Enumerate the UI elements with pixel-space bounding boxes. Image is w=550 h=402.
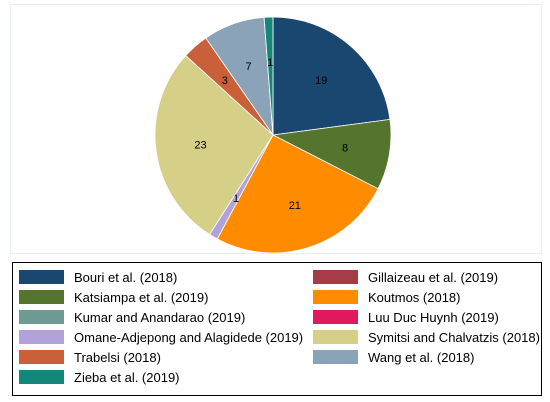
slice-value-label: 19 bbox=[315, 75, 327, 87]
legend-swatch bbox=[19, 290, 64, 304]
legend-item: Trabelsi (2018) bbox=[19, 349, 161, 365]
legend-swatch bbox=[19, 310, 64, 324]
legend-item: Luu Duc Huynh (2019) bbox=[313, 309, 499, 325]
legend-item: Kumar and Anandarao (2019) bbox=[19, 309, 245, 325]
slice-value-label: 3 bbox=[222, 75, 228, 87]
legend-label: Koutmos (2018) bbox=[368, 289, 461, 305]
legend-swatch bbox=[19, 350, 64, 364]
legend-item: Gillaizeau et al. (2019) bbox=[313, 269, 498, 285]
legend-label: Bouri et al. (2018) bbox=[74, 269, 178, 285]
slice-value-label: 21 bbox=[289, 200, 301, 212]
pie-slice bbox=[154, 55, 274, 236]
legend-item: Omane-Adjepong and Alagidede (2019) bbox=[19, 329, 303, 345]
legend-label: Gillaizeau et al. (2019) bbox=[368, 269, 499, 285]
legend-item: Zieba et al. (2019) bbox=[19, 369, 180, 385]
legend-item: Symitsi and Chalvatzis (2018) bbox=[313, 329, 540, 345]
legend-label: Omane-Adjepong and Alagidede (2019) bbox=[74, 329, 304, 345]
legend-label: Luu Duc Huynh (2019) bbox=[368, 309, 499, 325]
legend-item: Wang et al. (2018) bbox=[313, 349, 474, 365]
legend-label: Symitsi and Chalvatzis (2018) bbox=[368, 329, 540, 345]
legend-item: Bouri et al. (2018) bbox=[19, 269, 177, 285]
slice-value-label: 23 bbox=[194, 140, 206, 152]
legend-label: Wang et al. (2018) bbox=[368, 349, 475, 365]
legend-item: Katsiampa et al. (2019) bbox=[19, 289, 208, 305]
legend-label: Kumar and Anandarao (2019) bbox=[74, 309, 246, 325]
slice-value-label: 7 bbox=[245, 61, 251, 73]
pie-slice bbox=[272, 16, 391, 136]
slice-value-label: 1 bbox=[267, 57, 273, 69]
slice-value-label: 8 bbox=[342, 142, 348, 154]
pie-slice bbox=[263, 16, 274, 136]
slice-value-label: 1 bbox=[233, 193, 239, 205]
legend-swatch bbox=[313, 350, 358, 364]
legend-swatch bbox=[313, 290, 358, 304]
legend-swatch bbox=[19, 330, 64, 344]
legend-item: Koutmos (2018) bbox=[313, 289, 461, 305]
legend-swatch bbox=[313, 330, 358, 344]
legend-label: Katsiampa et al. (2019) bbox=[74, 289, 209, 305]
legend-swatch bbox=[313, 270, 358, 284]
legend-label: Zieba et al. (2019) bbox=[74, 369, 180, 385]
plot-area: 19 8 21 1 23 3 7 1 bbox=[10, 4, 542, 254]
legend: Bouri et al. (2018) Gillaizeau et al. (20… bbox=[12, 262, 542, 396]
legend-swatch bbox=[313, 310, 358, 324]
legend-label: Trabelsi (2018) bbox=[74, 349, 161, 365]
pie-chart: 19 8 21 1 23 3 7 1 bbox=[154, 16, 392, 253]
legend-swatch bbox=[19, 270, 64, 284]
legend-swatch bbox=[19, 370, 64, 384]
